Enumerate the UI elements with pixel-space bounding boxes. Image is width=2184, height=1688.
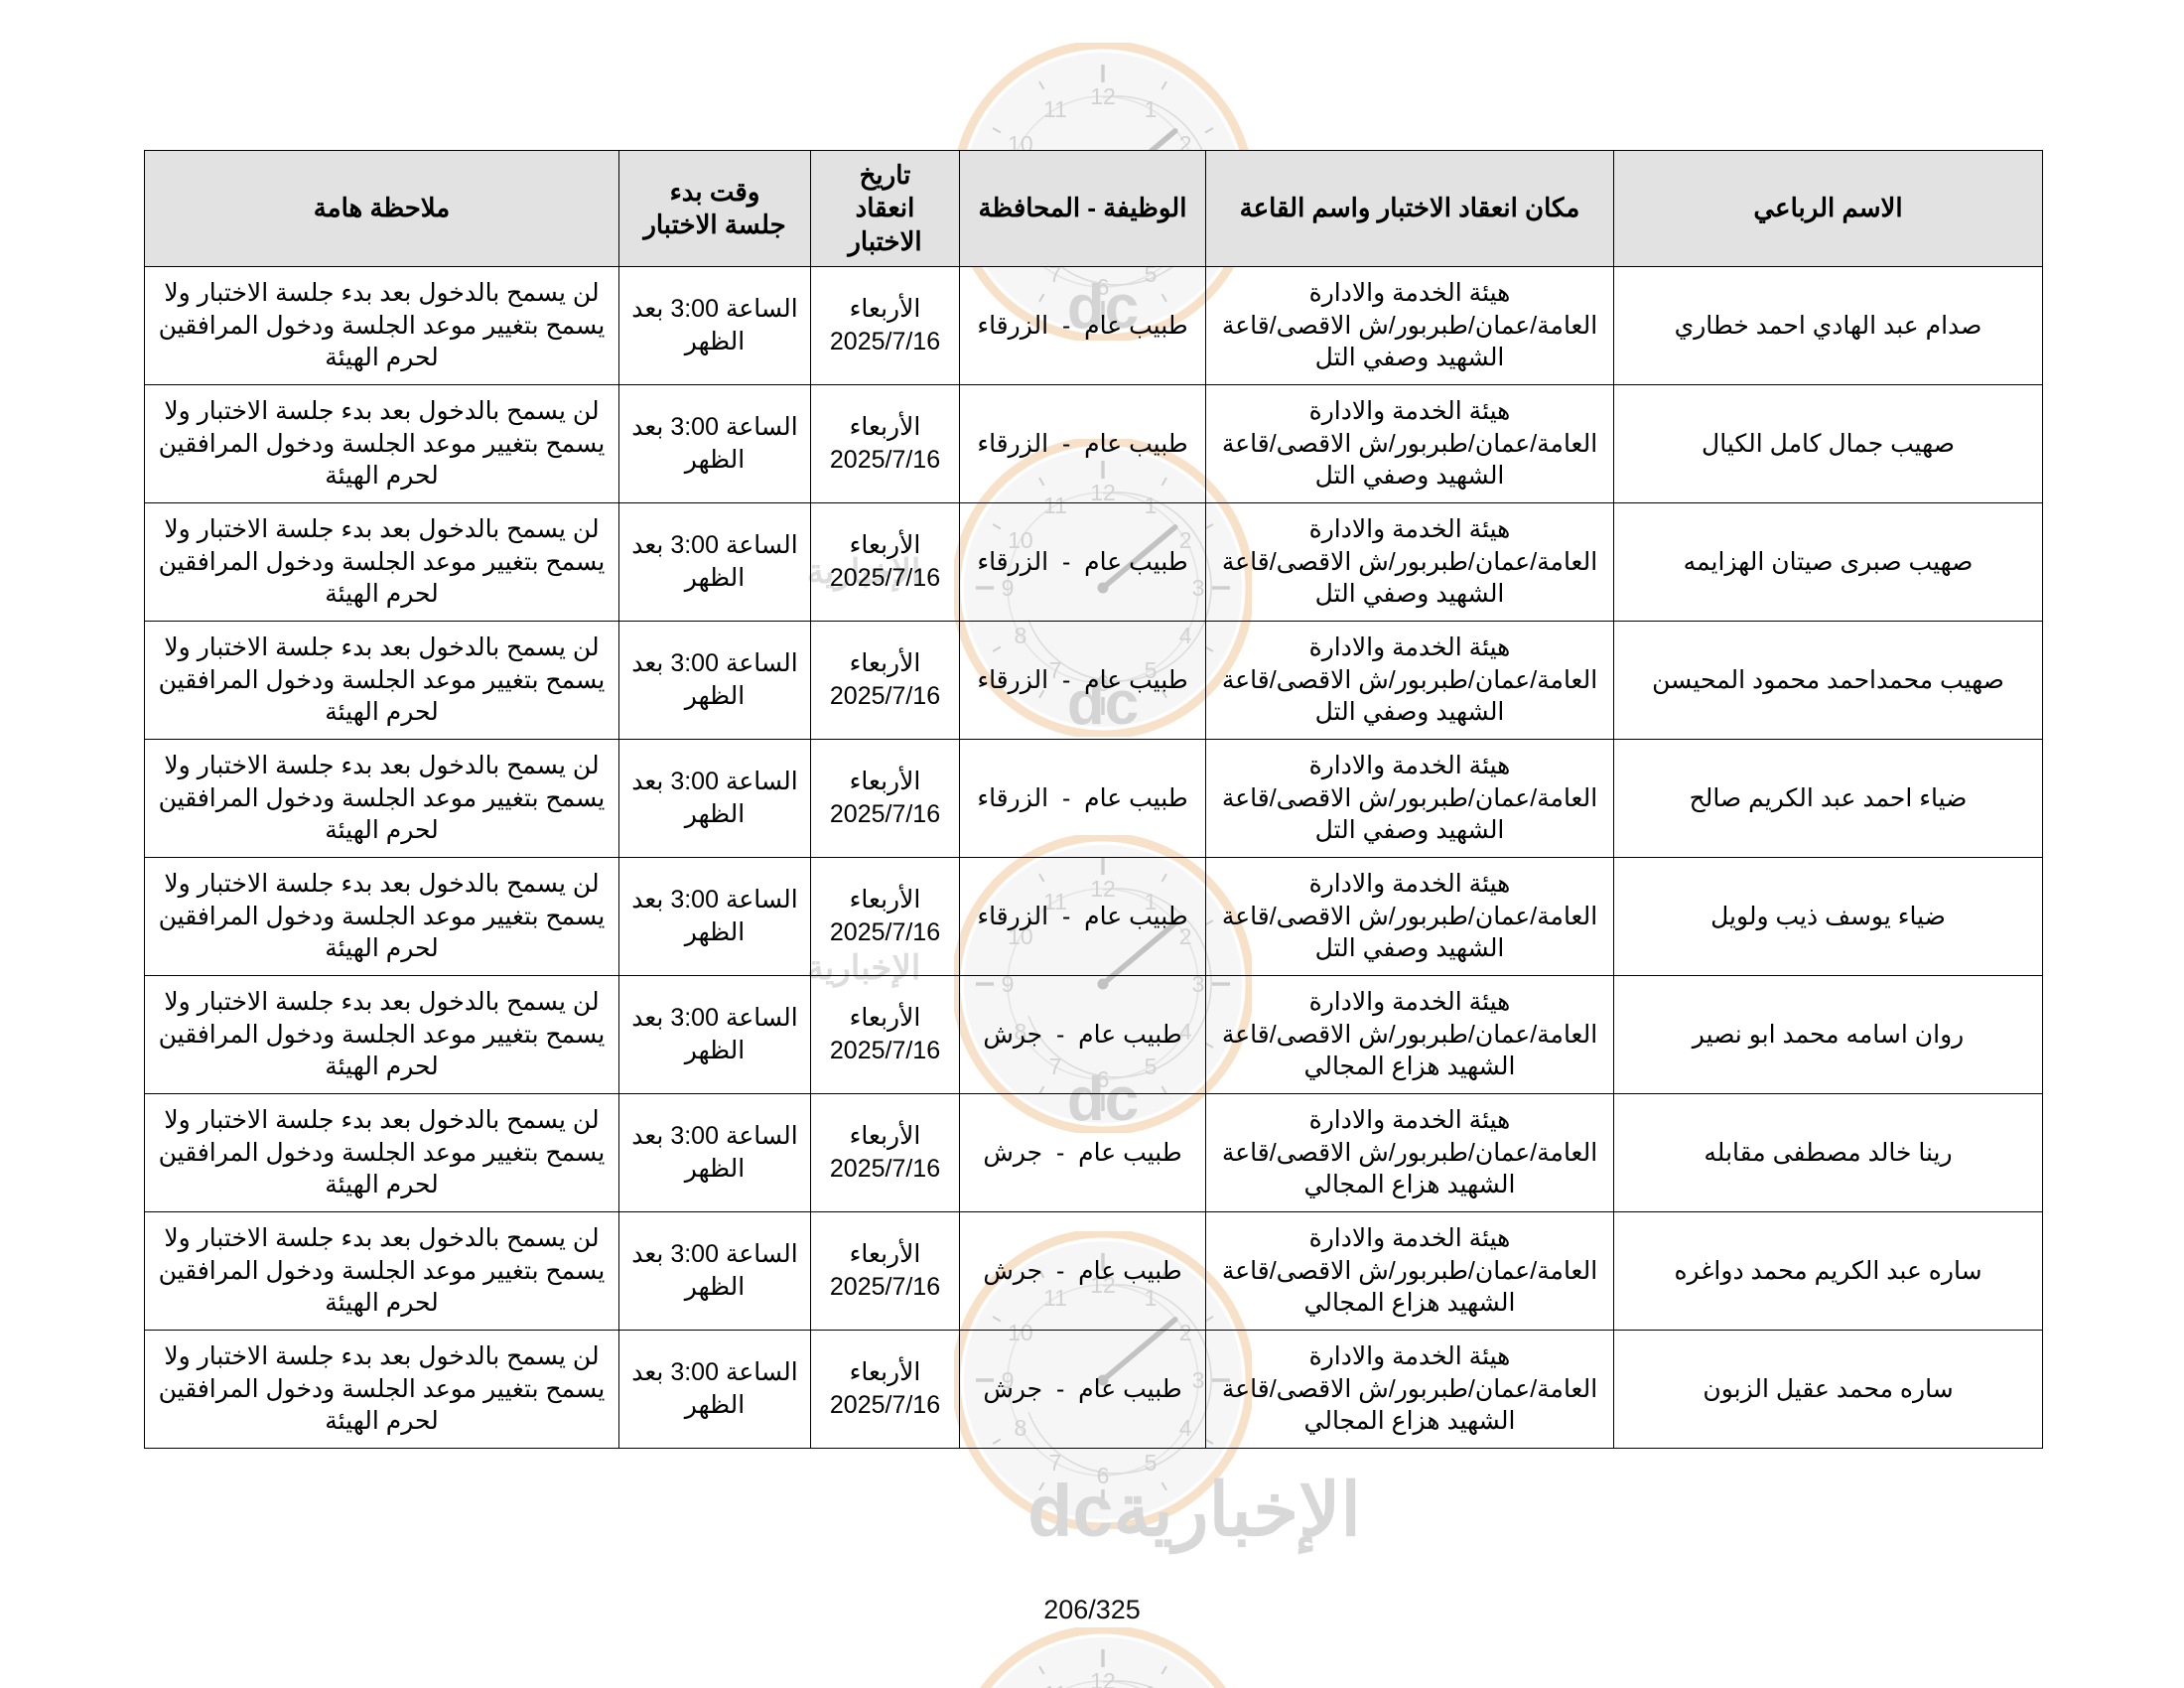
svg-text:11: 11 bbox=[1043, 1681, 1067, 1688]
svg-text:1: 1 bbox=[1145, 96, 1158, 122]
svg-text:1: 1 bbox=[1145, 1681, 1158, 1688]
svg-text:12: 12 bbox=[1090, 1668, 1116, 1688]
svg-text:11: 11 bbox=[1043, 96, 1067, 122]
svg-text:12: 12 bbox=[1090, 83, 1116, 109]
